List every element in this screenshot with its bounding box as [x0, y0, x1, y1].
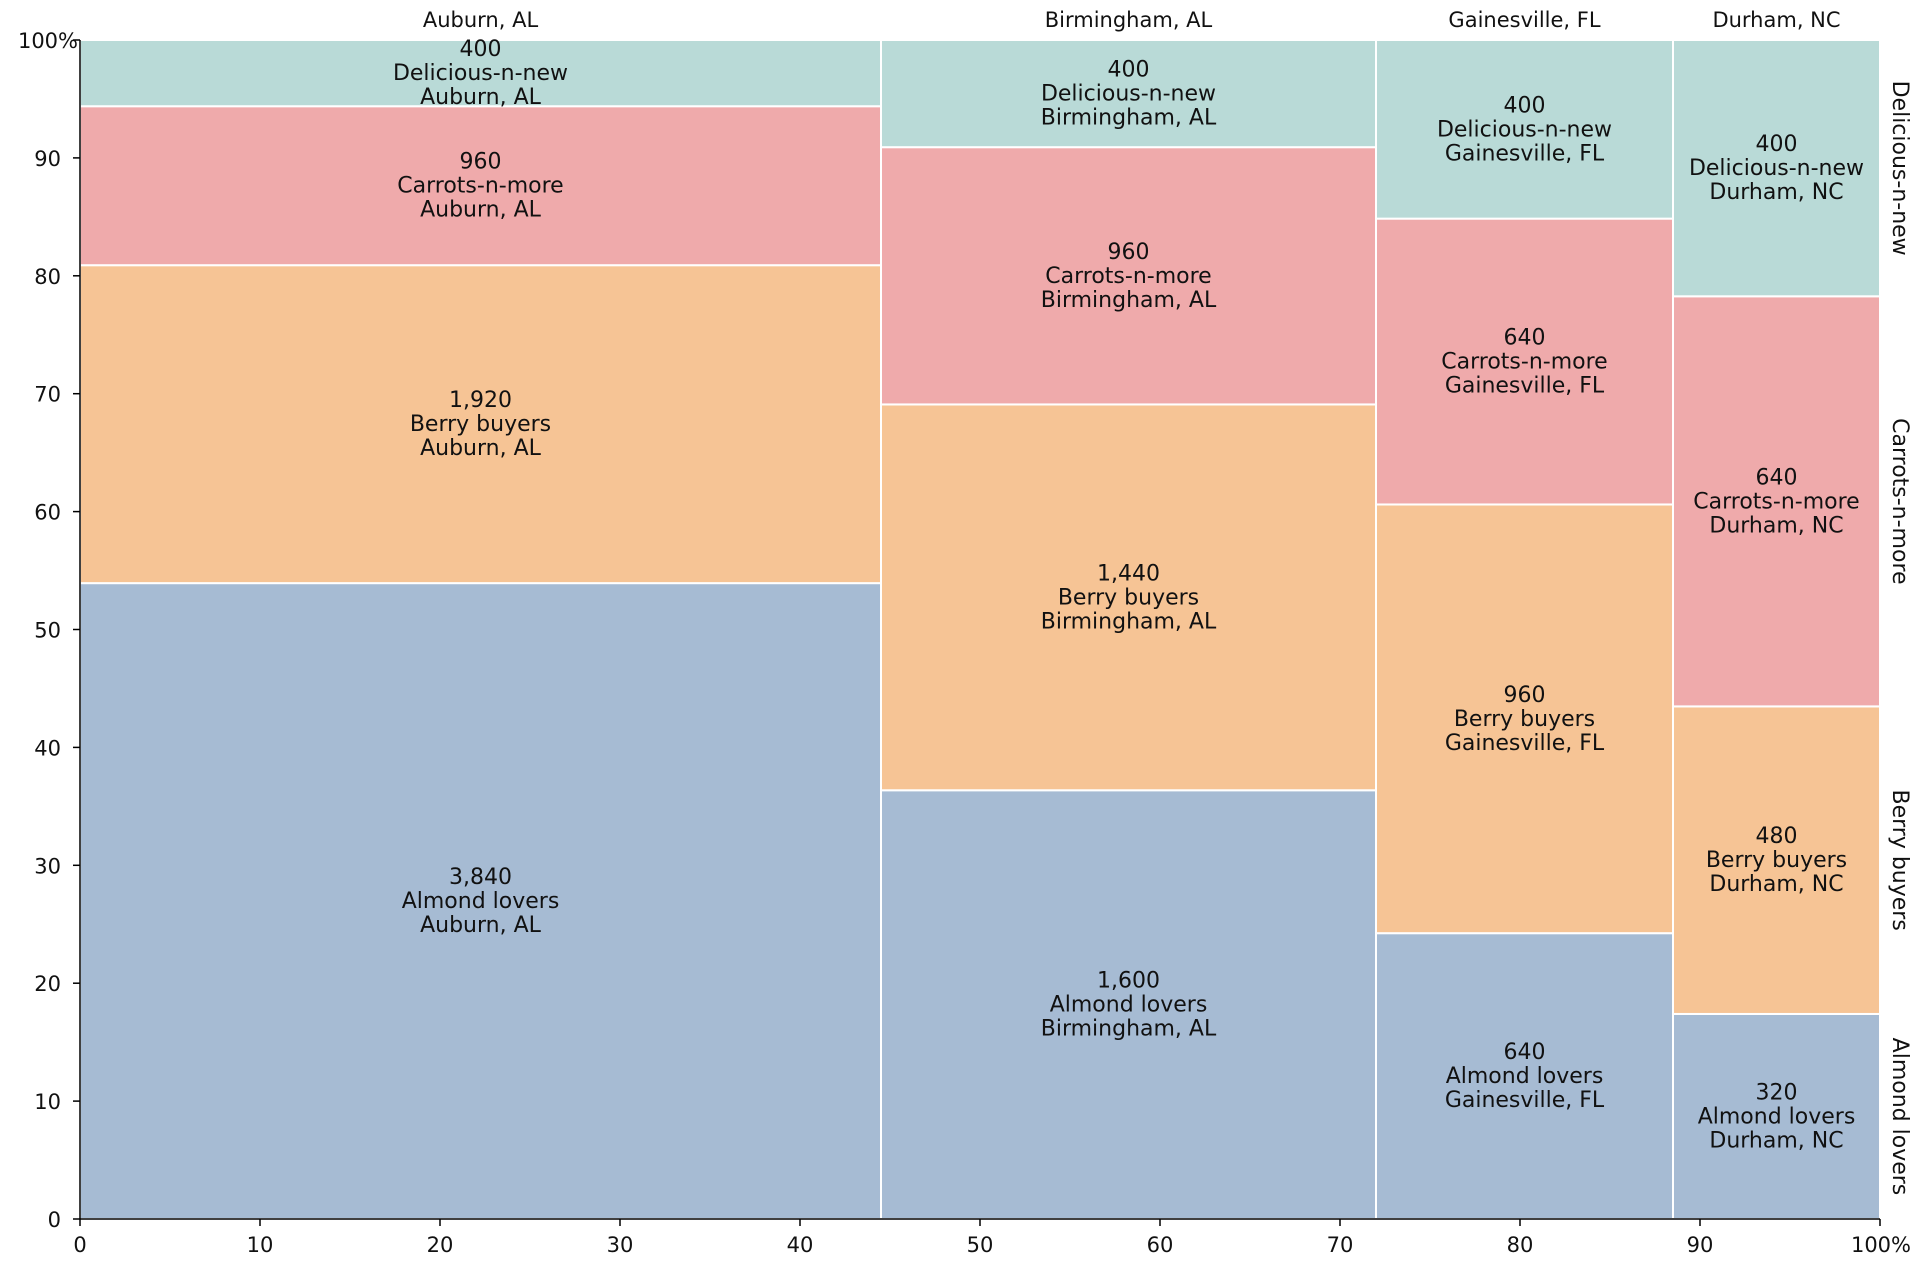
cell-label-durham-nc-carrots-n-more-group: Durham, NC	[1709, 513, 1843, 538]
cell-label-auburn-al-berry-buyers-group: Auburn, AL	[420, 436, 542, 461]
series-label-almond-lovers: Almond lovers	[1887, 1038, 1912, 1196]
cell-label-gainesville-fl-almond-lovers-series: Almond lovers	[1446, 1064, 1604, 1089]
cell-label-durham-nc-delicious-n-new-group: Durham, NC	[1709, 180, 1843, 205]
x-tick-label-10: 100%	[1851, 1233, 1911, 1257]
y-tick-label-8: 80	[34, 265, 61, 289]
y-tick-label-10: 100%	[18, 29, 78, 53]
cell-label-auburn-al-berry-buyers-value: 1,920	[449, 388, 512, 413]
cell-label-birmingham-al-berry-buyers-value: 1,440	[1097, 561, 1160, 586]
group-label-auburn-al: Auburn, AL	[423, 8, 539, 32]
cell-label-durham-nc-delicious-n-new-series: Delicious-n-new	[1689, 156, 1864, 181]
cell-label-gainesville-fl-berry-buyers-series: Berry buyers	[1454, 707, 1595, 732]
cell-label-gainesville-fl-carrots-n-more-group: Gainesville, FL	[1445, 374, 1605, 399]
x-tick-label-7: 70	[1327, 1233, 1354, 1257]
cell-durham-nc-delicious-n-new	[1672, 39, 1881, 298]
cell-label-durham-nc-almond-lovers-value: 320	[1756, 1080, 1798, 1105]
cell-label-gainesville-fl-delicious-n-new-series: Delicious-n-new	[1437, 117, 1612, 142]
cell-label-durham-nc-almond-lovers-group: Durham, NC	[1709, 1128, 1843, 1153]
cell-label-birmingham-al-almond-lovers-group: Birmingham, AL	[1041, 1017, 1217, 1042]
cell-label-gainesville-fl-almond-lovers-group: Gainesville, FL	[1445, 1088, 1605, 1113]
cell-label-auburn-al-delicious-n-new-group: Auburn, AL	[420, 85, 542, 110]
y-tick-label-5: 50	[34, 619, 61, 643]
series-label-carrots-n-more: Carrots-n-more	[1887, 418, 1912, 584]
cell-label-auburn-al-carrots-n-more-value: 960	[460, 150, 502, 175]
x-tick-label-9: 90	[1687, 1233, 1714, 1257]
cell-label-auburn-al-almond-lovers-value: 3,840	[449, 865, 512, 890]
cell-gainesville-fl-berry-buyers	[1375, 503, 1674, 935]
x-tick-label-5: 50	[967, 1233, 994, 1257]
cell-label-durham-nc-berry-buyers-series: Berry buyers	[1706, 848, 1847, 873]
group-label-gainesville-fl: Gainesville, FL	[1448, 8, 1600, 32]
cell-label-auburn-al-almond-lovers-series: Almond lovers	[402, 889, 560, 914]
cell-label-durham-nc-delicious-n-new-value: 400	[1756, 132, 1798, 157]
y-tick-label-2: 20	[34, 972, 61, 996]
cell-birmingham-al-carrots-n-more	[880, 146, 1377, 406]
cell-label-gainesville-fl-almond-lovers-value: 640	[1504, 1040, 1546, 1065]
y-tick-label-6: 60	[34, 501, 61, 525]
y-tick-label-4: 40	[34, 736, 61, 760]
group-label-durham-nc: Durham, NC	[1712, 8, 1840, 32]
cell-label-birmingham-al-carrots-n-more-value: 960	[1108, 240, 1150, 265]
x-tick-label-6: 60	[1147, 1233, 1174, 1257]
cell-label-gainesville-fl-delicious-n-new-value: 400	[1504, 93, 1546, 118]
cell-birmingham-al-delicious-n-new	[880, 39, 1377, 149]
series-label-delicious-n-new: Delicious-n-new	[1887, 81, 1912, 256]
cell-label-gainesville-fl-carrots-n-more-value: 640	[1504, 326, 1546, 351]
cell-label-durham-nc-almond-lovers-series: Almond lovers	[1698, 1104, 1856, 1129]
y-tick-label-3: 30	[34, 854, 61, 878]
x-tick-label-8: 80	[1507, 1233, 1534, 1257]
cell-label-auburn-al-delicious-n-new-value: 400	[460, 37, 502, 62]
cell-label-birmingham-al-delicious-n-new-group: Birmingham, AL	[1041, 106, 1217, 131]
series-label-berry-buyers: Berry buyers	[1887, 790, 1912, 931]
cell-label-durham-nc-carrots-n-more-value: 640	[1756, 465, 1798, 490]
group-label-birmingham-al: Birmingham, AL	[1045, 8, 1213, 32]
cell-gainesville-fl-delicious-n-new	[1375, 39, 1674, 220]
cell-label-durham-nc-carrots-n-more-series: Carrots-n-more	[1693, 489, 1859, 514]
x-tick-label-2: 20	[427, 1233, 454, 1257]
x-tick-label-0: 0	[73, 1233, 86, 1257]
x-tick-label-1: 10	[247, 1233, 274, 1257]
cell-durham-nc-carrots-n-more	[1672, 295, 1881, 708]
cell-label-birmingham-al-carrots-n-more-series: Carrots-n-more	[1045, 264, 1211, 289]
cell-label-auburn-al-almond-lovers-group: Auburn, AL	[420, 913, 542, 938]
cell-label-gainesville-fl-delicious-n-new-group: Gainesville, FL	[1445, 141, 1605, 166]
x-tick-label-4: 40	[787, 1233, 814, 1257]
cell-auburn-al-berry-buyers	[79, 264, 882, 585]
cell-label-auburn-al-berry-buyers-series: Berry buyers	[410, 412, 551, 437]
cell-label-birmingham-al-almond-lovers-series: Almond lovers	[1050, 993, 1208, 1018]
cell-label-gainesville-fl-berry-buyers-group: Gainesville, FL	[1445, 731, 1605, 756]
cell-label-durham-nc-berry-buyers-group: Durham, NC	[1709, 872, 1843, 897]
cells-layer	[79, 39, 1881, 1221]
cell-label-auburn-al-delicious-n-new-series: Delicious-n-new	[393, 61, 568, 86]
cell-birmingham-al-berry-buyers	[880, 403, 1377, 792]
cell-label-auburn-al-carrots-n-more-series: Carrots-n-more	[397, 174, 563, 199]
cell-label-birmingham-al-almond-lovers-value: 1,600	[1097, 969, 1160, 994]
cell-label-gainesville-fl-carrots-n-more-series: Carrots-n-more	[1441, 350, 1607, 375]
y-tick-label-9: 90	[34, 147, 61, 171]
axes-layer: 0 10 20 30 40 50 60 70 80 90 100% 0 10 20 30 40 50 60 70 80…	[18, 29, 1911, 1257]
y-tick-label-0: 0	[48, 1208, 61, 1232]
cell-label-auburn-al-carrots-n-more-group: Auburn, AL	[420, 198, 542, 223]
cell-label-birmingham-al-berry-buyers-group: Birmingham, AL	[1041, 609, 1217, 634]
cell-label-birmingham-al-delicious-n-new-series: Delicious-n-new	[1041, 82, 1216, 107]
cell-birmingham-al-almond-lovers	[880, 789, 1377, 1220]
cell-label-gainesville-fl-berry-buyers-value: 960	[1504, 683, 1546, 708]
cell-label-durham-nc-berry-buyers-value: 480	[1756, 824, 1798, 849]
cell-label-birmingham-al-delicious-n-new-value: 400	[1108, 58, 1150, 83]
cell-label-birmingham-al-berry-buyers-series: Berry buyers	[1058, 585, 1199, 610]
y-tick-label-7: 70	[34, 383, 61, 407]
cell-durham-nc-almond-lovers	[1672, 1012, 1881, 1221]
y-tick-label-1: 10	[34, 1090, 61, 1114]
cell-label-birmingham-al-carrots-n-more-group: Birmingham, AL	[1041, 288, 1217, 313]
cell-auburn-al-almond-lovers	[79, 582, 882, 1220]
x-tick-label-3: 30	[607, 1233, 634, 1257]
